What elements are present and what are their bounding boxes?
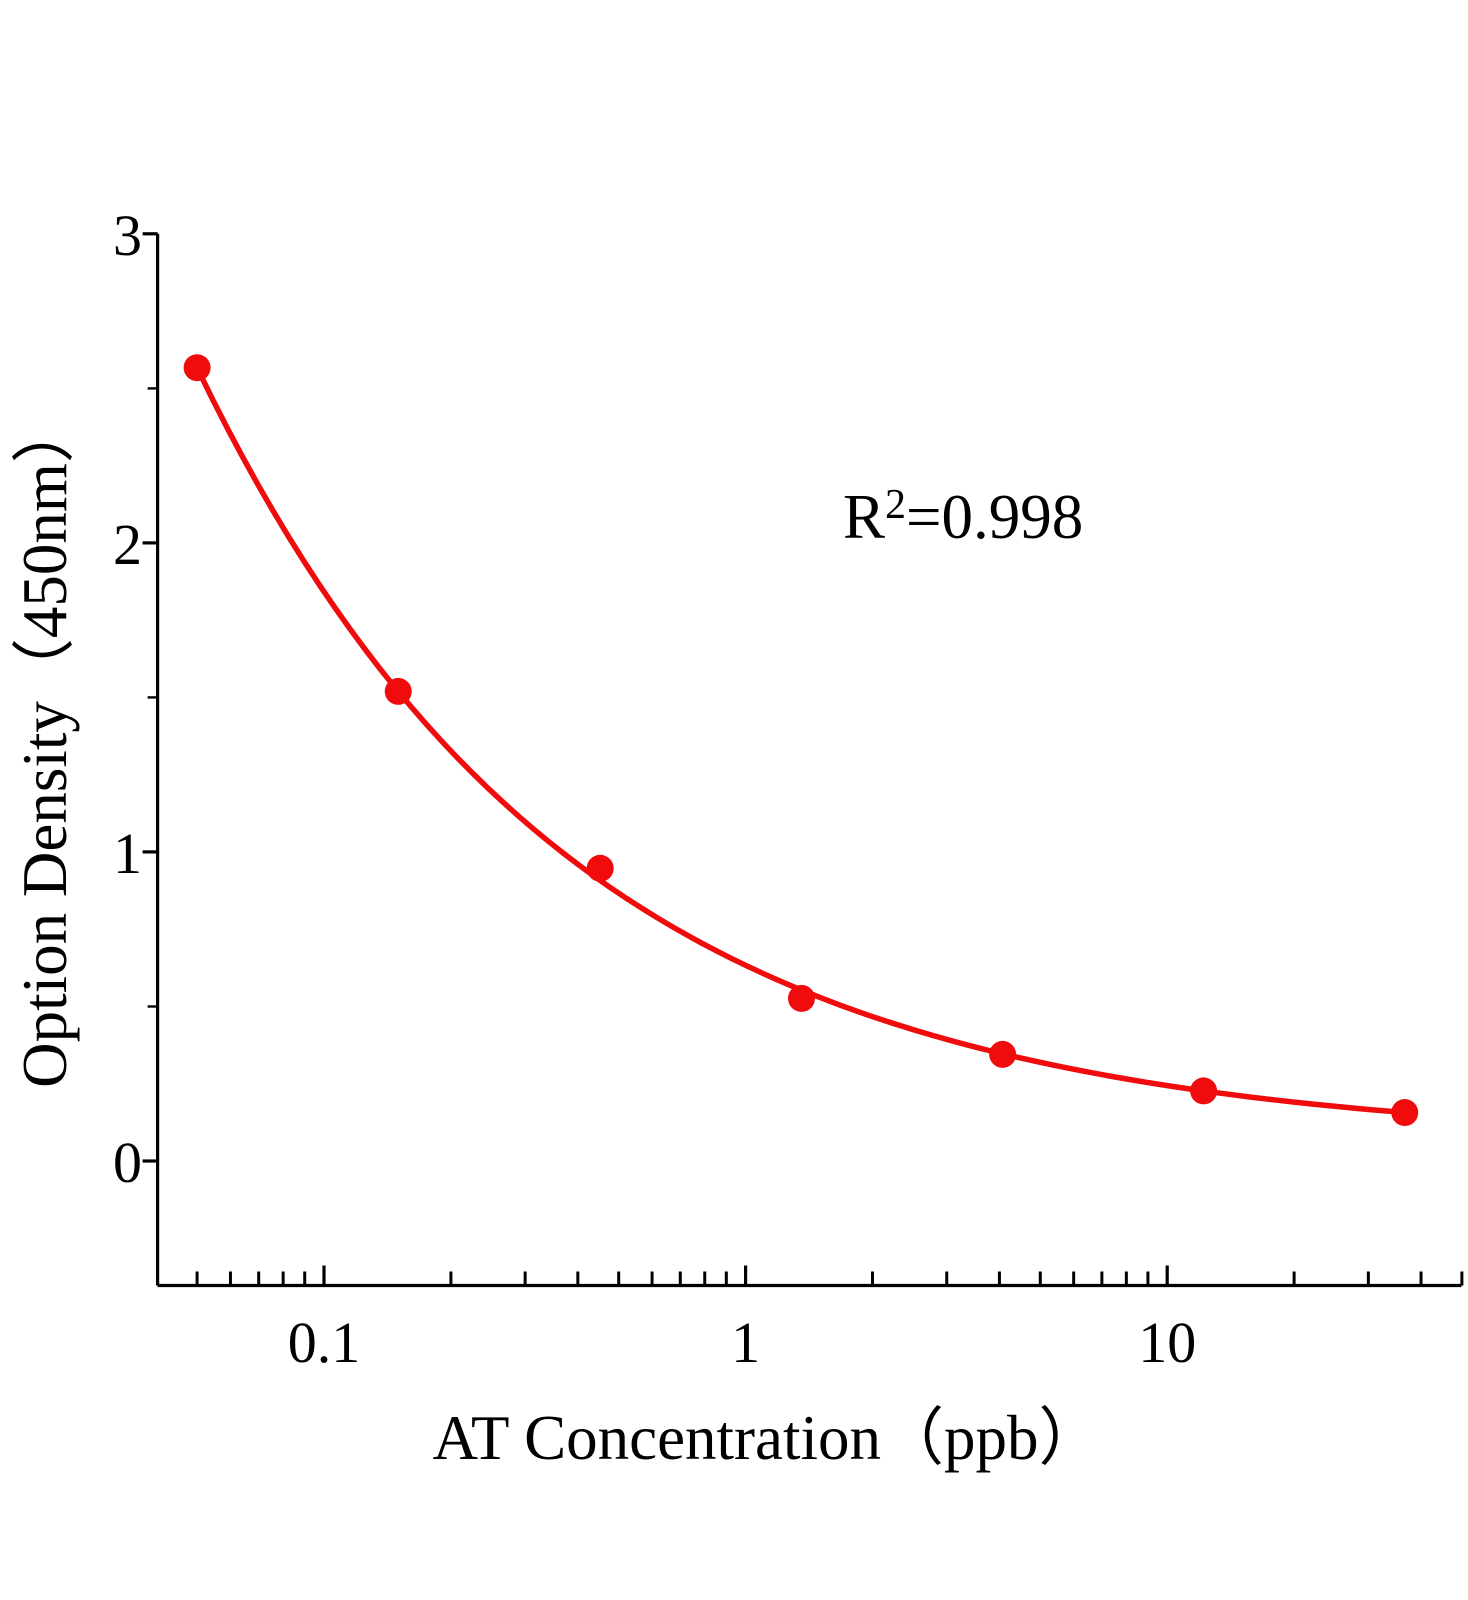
svg-text:Option Density（450nm）: Option Density（450nm） [10, 400, 80, 1088]
svg-text:R2=0.998: R2=0.998 [843, 482, 1083, 552]
svg-text:1: 1 [113, 821, 142, 886]
svg-text:0: 0 [113, 1130, 142, 1195]
svg-text:1: 1 [731, 1310, 760, 1375]
svg-text:3: 3 [113, 203, 142, 268]
svg-text:10: 10 [1138, 1310, 1196, 1375]
svg-text:2: 2 [113, 512, 142, 577]
svg-text:AT Concentration（ppb）: AT Concentration（ppb） [432, 1403, 1101, 1473]
svg-text:0.1: 0.1 [288, 1310, 361, 1375]
